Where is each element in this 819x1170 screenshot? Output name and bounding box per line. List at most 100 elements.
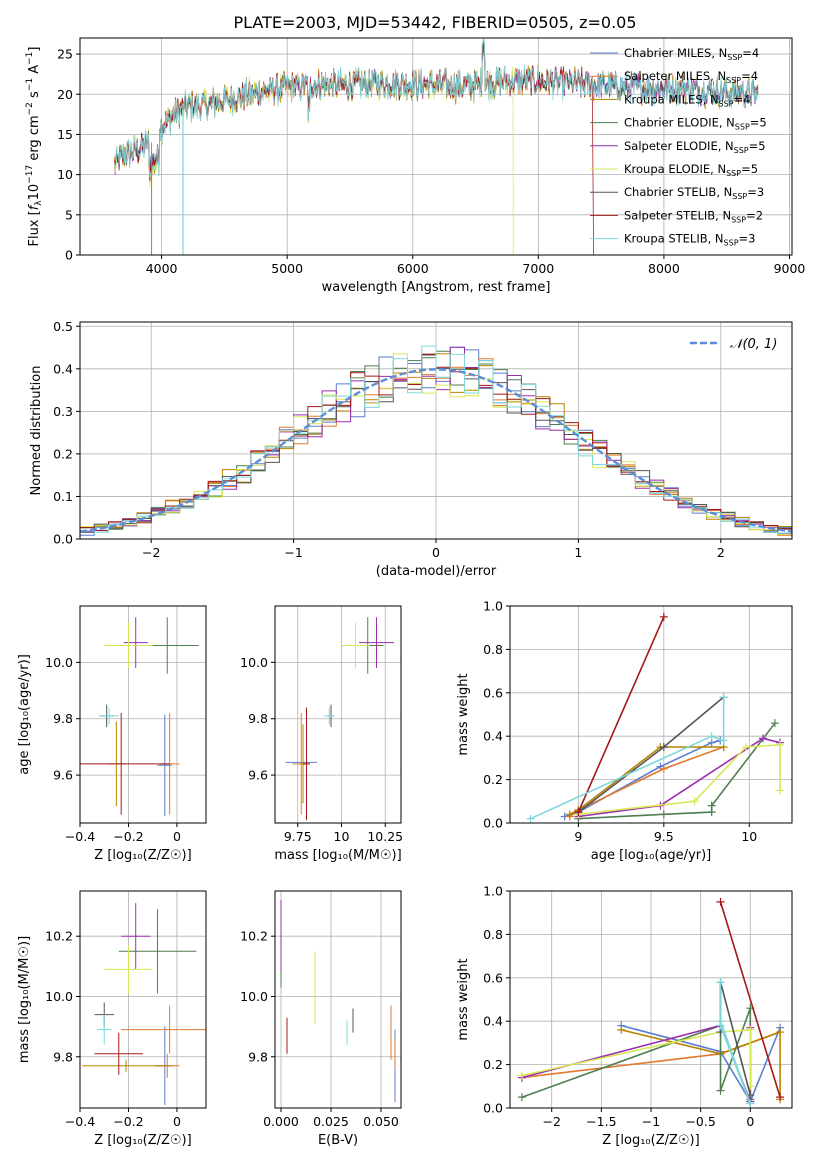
mass-vs-Z-axes [79,891,206,1108]
y-axis-label: Flux [fλ10−17 erg cm−2 s−1 A−1] [25,47,44,247]
weight-marker [719,736,728,745]
y-axis-label: age [log₁₀(age/yr)] [17,654,32,775]
x-tick-label: −2 [542,1114,560,1129]
y-tick-label: 0.6 [483,685,503,700]
mass-vs-Z-grid [79,891,206,1108]
y-tick-label: 0.5 [53,319,73,334]
y-tick-label: 1.0 [483,884,503,899]
spectrum-line-salpeter-miles [114,40,759,180]
x-tick-label: −1 [284,545,302,560]
y-tick-label: 25 [57,47,73,62]
x-tick-label: 0.050 [363,1114,399,1129]
y-tick-label: 20 [57,87,73,102]
x-tick-label: −0.4 [65,829,95,844]
x-tick-label: 10.25 [367,829,403,844]
spectrum-line-chabrier-stelib [114,46,759,173]
y-tick-label: 0.4 [53,361,73,376]
y-tick-label: 0.2 [483,1057,503,1072]
x-tick-label: 1 [574,545,582,560]
weight-line [719,901,781,1098]
axes-frame [79,605,207,824]
x-tick-label: 0 [173,1114,181,1129]
weight-marker [716,978,725,987]
weight-line [578,737,781,818]
y-tick-label: 10.0 [45,989,73,1004]
weight-marker [776,740,785,749]
legend-entry: Chabrier STELIB, NSSP=3 [624,185,764,201]
axes-frame [509,605,793,824]
spectrum-line-chabrier-elodie [114,47,759,177]
x-tick-label: 7000 [522,261,554,276]
x-tick-label: 0.000 [263,1114,299,1129]
spectrum-line-salpeter-stelib [114,43,594,255]
y-tick-label: 0.8 [483,927,503,942]
histogram-kroupa-elodie [80,353,792,536]
weight-marker [746,1025,755,1034]
y-tick-label: 0.4 [483,1014,503,1029]
weight-marker [707,801,716,810]
age-vs-Z-grid [79,606,206,823]
y-tick-label: 15 [57,127,73,142]
x-axis-label: (data-model)/error [376,564,497,579]
spectrum-lines [114,38,759,255]
x-tick-label: 0 [173,829,181,844]
x-tick-label: −1.5 [586,1114,616,1129]
age-vs-mass-frame: 9.75 10 10.25 9.6 9.8 10.0 mass [log₁₀(M/M☉)] [240,605,403,863]
x-tick-label: 0 [432,545,440,560]
x-axis-label: Z [log₁₀(Z/Z☉)] [602,1133,699,1148]
weight-marker [690,797,699,806]
histogram-frame: −2 −1 0 1 2 0.0 0.1 0.2 0.3 0.4 0.5 (data-model)/er… [29,319,793,579]
x-tick-label: 6000 [397,261,429,276]
spectrum-legend: Chabrier MILES, NSSP=4 Salpeter MILES, NS… [590,46,767,248]
legend-entry: 𝒩(0, 1) [730,337,777,352]
weight-marker [741,743,750,752]
weight-marker [707,732,716,741]
x-axis-label: E(B-V) [318,1133,358,1148]
age-vs-Z-axes [79,606,206,823]
mass-vs-ebv-grid [275,891,401,1108]
x-tick-label: 0.025 [313,1114,349,1129]
mass-vs-ebv-frame: 0.000 0.025 0.050 9.8 10.0 10.2 E(B-V) [240,890,402,1148]
legend-entry: Chabrier ELODIE, NSSP=5 [624,116,767,132]
axes-frame [79,890,207,1109]
weight-marker [565,810,574,819]
weight-vs-Z-lines [517,897,785,1108]
y-tick-label: 0.0 [483,1101,503,1116]
age-vs-Z-frame: −0.4 −0.2 0 9.6 9.8 10.0 Z [log₁₀(Z/Z☉)] age [l… [17,605,207,863]
y-axis-label: Normed distribution [29,366,44,496]
x-tick-label: 2 [717,545,725,560]
legend-entry: Kroupa STELIB, NSSP=3 [624,232,755,248]
mass-vs-ebv-axes [275,891,401,1108]
x-axis-label: mass [log₁₀(M/M☉)] [274,848,401,863]
x-tick-label: 9.5 [654,829,674,844]
x-tick-label: −0.2 [113,829,143,844]
weight-vs-age-axes [510,605,792,824]
weight-marker [659,743,668,752]
x-tick-label: 0 [746,1114,754,1129]
y-tick-label: 0.0 [483,816,503,831]
y-tick-label: 10.0 [45,655,73,670]
x-tick-label: −0.2 [113,1114,143,1129]
y-tick-label: 10.0 [240,655,268,670]
y-tick-label: 0.6 [483,970,503,985]
y-tick-label: 10.2 [45,929,73,944]
y-tick-label: 9.8 [248,1049,268,1064]
x-axis-label: age [log₁₀(age/yr)] [591,848,712,863]
weight-marker [776,1093,785,1102]
plots-layer: 4000 5000 6000 7000 8000 90000510152025wavele… [17,37,805,1148]
y-tick-label: 0.0 [53,532,73,547]
y-tick-label: 10 [57,167,73,182]
weight-vs-Z-axes [510,890,792,1109]
weight-line [578,722,776,820]
y-tick-label: 9.6 [53,768,73,783]
weight-marker [716,1086,725,1095]
y-tick-label: 0.4 [483,729,503,744]
mass-vs-Z-points [82,903,206,1105]
weight-marker [719,693,728,702]
weight-marker [526,814,535,823]
y-axis-label: mass weight [456,673,471,755]
legend-entry: Salpeter STELIB, NSSP=2 [624,208,763,224]
y-tick-label: 0.2 [53,446,73,461]
y-tick-label: 9.6 [248,768,268,783]
x-tick-label: 5000 [271,261,303,276]
